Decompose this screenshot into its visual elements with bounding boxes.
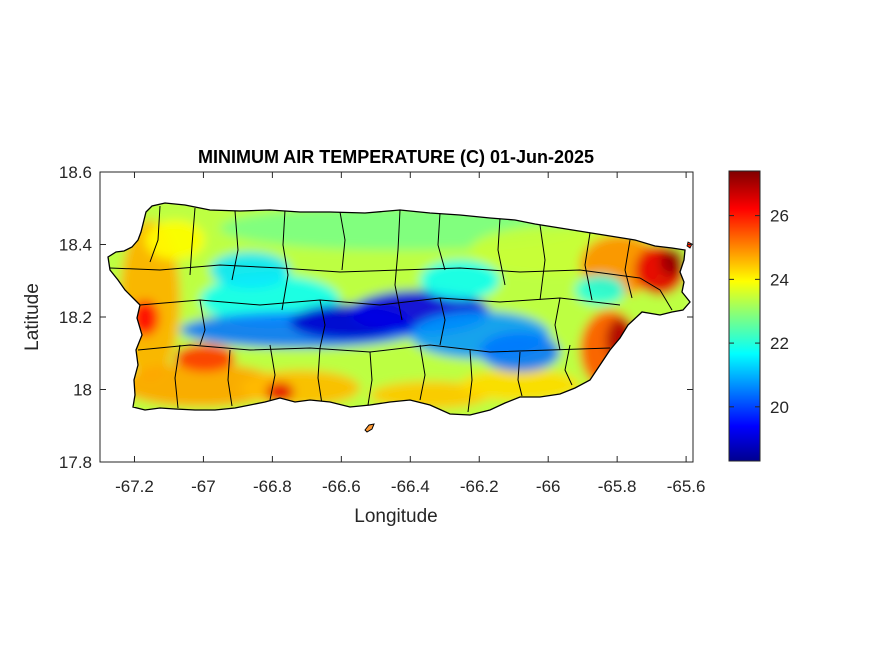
x-tick-label: -66.2 bbox=[460, 477, 499, 496]
y-axis: 17.8 18 18.2 18.4 18.6 bbox=[59, 163, 693, 472]
municipal-boundary bbox=[231, 210, 239, 281]
municipal-boundary bbox=[269, 344, 276, 401]
heat-blob bbox=[210, 252, 290, 288]
colorbar-gradient bbox=[728, 170, 761, 462]
y-tick-label: 18 bbox=[73, 381, 92, 400]
x-tick-label: -65.6 bbox=[667, 477, 706, 496]
chart-title: MINIMUM AIR TEMPERATURE (C) 01-Jun-2025 bbox=[198, 147, 594, 167]
municipal-boundary bbox=[367, 351, 373, 406]
municipal-boundary bbox=[419, 344, 426, 401]
municipal-boundary bbox=[339, 211, 346, 271]
colorbar-tick-label: 22 bbox=[770, 334, 789, 353]
municipal-boundary bbox=[189, 207, 196, 276]
heat-blob bbox=[240, 370, 360, 406]
caja-de-muertos-island bbox=[364, 423, 375, 433]
municipal-boundary bbox=[624, 239, 633, 299]
x-tick-label: -66.8 bbox=[253, 477, 292, 496]
heat-blob bbox=[460, 369, 580, 401]
x-tick-label: -67 bbox=[191, 477, 216, 496]
municipal-boundary bbox=[317, 347, 323, 405]
y-tick-label: 18.4 bbox=[59, 236, 92, 255]
municipal-boundary bbox=[517, 351, 523, 397]
colorbar-tick-label: 26 bbox=[770, 207, 789, 226]
y-axis-label: Latitude bbox=[22, 283, 43, 351]
y-tick-label: 17.8 bbox=[59, 453, 92, 472]
x-tick-label: -67.2 bbox=[115, 477, 154, 496]
x-tick-label: -66 bbox=[536, 477, 561, 496]
municipal-boundary bbox=[554, 297, 561, 351]
y-tick-label: 18.2 bbox=[59, 308, 92, 327]
municipal-boundary bbox=[199, 299, 206, 346]
colorbar-tick-label: 20 bbox=[770, 398, 789, 417]
municipal-boundary bbox=[539, 224, 546, 301]
municipal-boundary bbox=[584, 232, 593, 301]
x-tick-label: -66.6 bbox=[322, 477, 361, 496]
municipal-boundary bbox=[319, 299, 326, 349]
municipal-boundary bbox=[437, 212, 446, 271]
heat-blob bbox=[145, 220, 205, 260]
y-tick-label: 18.6 bbox=[59, 163, 92, 182]
coastline bbox=[107, 202, 691, 416]
colorbar: 20 22 24 26 bbox=[728, 170, 789, 462]
municipal-boundary bbox=[497, 217, 506, 286]
municipal-boundary bbox=[174, 344, 181, 409]
x-axis: -67.2 -67 -66.8 -66.6 -66.4 -66.2 -66 -65.8 -65.… bbox=[115, 172, 705, 496]
x-tick-label: -65.8 bbox=[598, 477, 637, 496]
heat-blob bbox=[420, 260, 500, 300]
x-axis-label: Longitude bbox=[354, 506, 437, 527]
municipal-boundary bbox=[439, 297, 446, 346]
municipal-boundary bbox=[227, 349, 233, 407]
municipal-boundary bbox=[109, 264, 641, 279]
municipal-boundary bbox=[281, 209, 289, 311]
municipal-boundary bbox=[139, 297, 621, 306]
x-tick-label: -66.4 bbox=[391, 477, 430, 496]
heat-blob bbox=[120, 363, 280, 407]
municipal-boundary bbox=[467, 349, 473, 413]
heat-blob bbox=[175, 344, 235, 372]
municipal-boundaries bbox=[109, 205, 673, 413]
municipal-boundary bbox=[564, 344, 573, 386]
municipal-boundary bbox=[639, 277, 673, 311]
municipal-boundary bbox=[149, 205, 161, 263]
heat-blob bbox=[575, 275, 625, 305]
heat-blob bbox=[660, 248, 684, 276]
colorbar-tick-label: 24 bbox=[770, 270, 789, 289]
